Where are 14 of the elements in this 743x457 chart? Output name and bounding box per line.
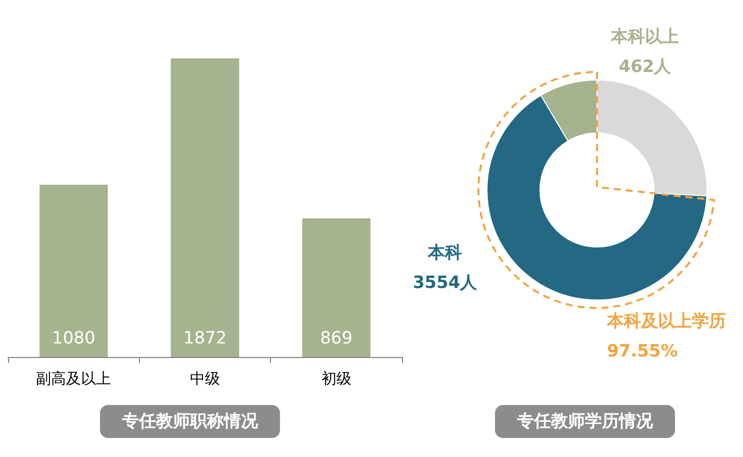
x-tick-label: 中级 <box>190 370 220 388</box>
data-label: 3554人 <box>412 273 478 293</box>
data-label: 1080 <box>52 328 96 348</box>
data-label: 1872 <box>183 328 227 348</box>
text: 97.55% <box>606 342 678 362</box>
data-label: 869 <box>320 328 353 348</box>
text: 本科及以上学历 <box>606 312 726 332</box>
slice-label: 本科 <box>427 243 462 263</box>
x-tick-label: 副高及以上 <box>36 370 112 388</box>
text: 专任教师职称情况 <box>121 412 259 432</box>
slice-label: 本科以上 <box>610 27 679 47</box>
text: 专任教师学历情况 <box>516 412 654 432</box>
data-label: 462人 <box>618 57 672 77</box>
x-tick-label: 初级 <box>321 370 352 388</box>
